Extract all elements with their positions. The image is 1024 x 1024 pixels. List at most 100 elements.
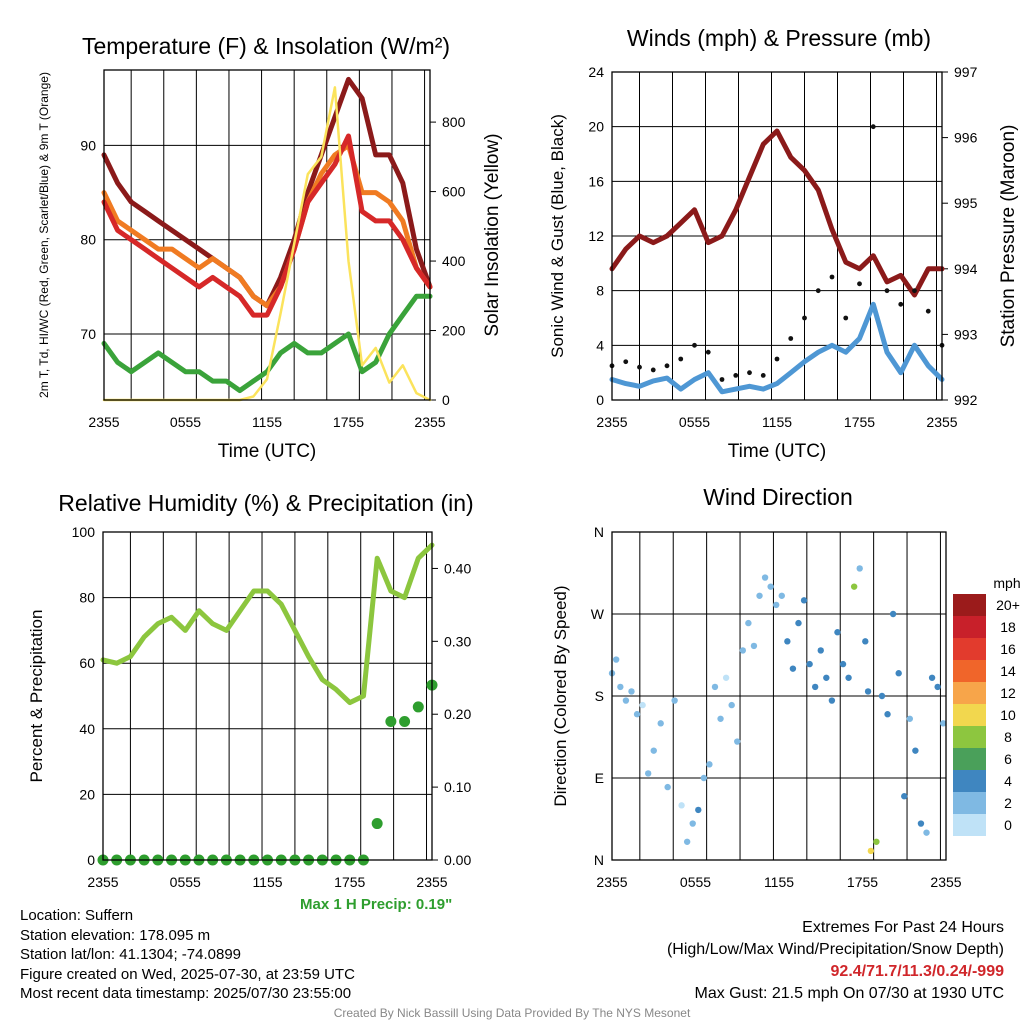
series-point-1-2: [870, 124, 876, 130]
y-axis-label-1: Sonic Wind & Gust (Blue, Black): [548, 114, 567, 358]
xtick-label-3: 2355: [930, 874, 961, 890]
y2tick-label-2: 0.30: [444, 633, 471, 649]
y2tick-label-1: 995: [954, 195, 978, 211]
direction-point: [940, 720, 947, 727]
direction-point: [850, 583, 858, 590]
panel-frame-0: [103, 69, 431, 401]
series-point-1-2: [664, 363, 670, 369]
colorbar-swatch: [953, 770, 986, 792]
colorbar-swatch: [953, 704, 986, 726]
direction-point: [923, 829, 930, 836]
xtick-label-3: 2355: [596, 874, 627, 890]
xtick-label-0: 2355: [88, 414, 119, 430]
direction-point: [795, 619, 802, 627]
xtick-label-2: 2355: [416, 874, 447, 890]
x-axis-label-1: Time (UTC): [728, 441, 827, 462]
y2tick-label-0: 0: [442, 392, 450, 408]
colorbar-label: 20+: [996, 597, 1020, 613]
y2tick-label-1: 992: [954, 392, 978, 408]
direction-point: [928, 674, 936, 681]
direction-point: [739, 647, 747, 654]
direction-point: [633, 711, 641, 718]
direction-point: [650, 747, 657, 754]
y2tick-label-2: 0.00: [444, 852, 471, 868]
colorbar-label: 2: [1004, 795, 1012, 811]
direction-point: [912, 747, 919, 754]
direction-point: [745, 619, 752, 627]
direction-point: [895, 670, 902, 677]
station-elevation: Station elevation: 178.095 m: [20, 926, 211, 944]
direction-point: [917, 820, 925, 827]
ytick-label-2: 80: [79, 590, 95, 606]
series-point-1-2: [678, 356, 684, 362]
credit-line: Created By Nick Bassill Using Data Provi…: [333, 1006, 691, 1020]
direction-point: [639, 701, 646, 709]
series-point-2-1: [371, 818, 383, 830]
xtick-label-2: 0555: [170, 874, 201, 890]
series-line-0-0: [101, 76, 433, 309]
direction-point: [722, 674, 730, 681]
series-point-1-2: [925, 308, 931, 314]
figure-created: Figure created on Wed, 2025-07-30, at 23…: [20, 965, 355, 983]
y2tick-label-1: 993: [954, 326, 978, 342]
colorbar-label: 12: [1000, 685, 1016, 701]
xtick-label-0: 2355: [414, 414, 445, 430]
xtick-label-2: 1155: [252, 874, 282, 890]
y2tick-label-1: 994: [954, 261, 978, 277]
colorbar-swatch: [953, 638, 986, 660]
series-point-1-2: [705, 349, 711, 355]
y-axis-label-3: Direction (Colored By Speed): [551, 585, 570, 806]
series-point-1-2: [912, 288, 917, 294]
colorbar-label: 8: [1004, 729, 1012, 745]
colorbar-swatch: [953, 748, 986, 770]
recent-timestamp: Most recent data timestamp: 2025/07/30 2…: [20, 985, 352, 1003]
direction-point: [671, 697, 678, 704]
direction-point: [834, 629, 841, 636]
direction-point: [884, 711, 891, 718]
direction-point: [657, 720, 664, 727]
direction-point: [856, 565, 863, 572]
colorbar-label: 18: [1000, 619, 1016, 635]
direction-point: [864, 688, 872, 695]
series-point-1-2: [843, 315, 849, 321]
direction-point: [683, 838, 691, 845]
colorbar-label: 16: [1000, 641, 1016, 657]
ytick-label-2: 60: [79, 655, 95, 671]
direction-point: [717, 715, 724, 722]
colorbar-label: 6: [1004, 751, 1012, 767]
ytick-label-2: 100: [72, 524, 96, 540]
xtick-label-1: 1155: [762, 414, 792, 430]
chart-title-1: Winds (mph) & Pressure (mb): [627, 25, 931, 51]
direction-point: [689, 820, 696, 827]
series-point-1-2: [788, 336, 794, 341]
y2tick-label-2: 0.10: [444, 779, 471, 795]
colorbar-swatch: [953, 660, 986, 682]
series-point-1-2: [898, 301, 904, 307]
y2tick-label-0: 600: [442, 184, 466, 200]
direction-point: [700, 774, 708, 782]
xtick-label-2: 1755: [334, 874, 365, 890]
y2tick-label-2: 0.20: [444, 706, 471, 722]
direction-point: [767, 583, 774, 590]
xtick-label-1: 0555: [679, 414, 710, 430]
direction-point: [750, 642, 758, 650]
series-line-1-1: [609, 301, 945, 395]
colorbar-label: 0: [1004, 817, 1012, 833]
colorbar-label: 10: [1000, 707, 1016, 723]
direction-point: [756, 592, 763, 599]
series-line-2-0: [100, 542, 435, 706]
xtick-label-3: 1755: [847, 874, 878, 890]
series-point-1-2: [637, 364, 642, 370]
xtick-label-3: 1155: [764, 874, 794, 890]
direction-point: [789, 665, 797, 672]
direction-point: [862, 638, 869, 645]
ytick-label-1: 16: [588, 173, 604, 189]
series-point-2-1: [412, 701, 424, 713]
xtick-label-0: 1755: [333, 414, 364, 430]
direction-point: [644, 770, 652, 777]
ytick-label-3: S: [595, 688, 604, 704]
chart-title-3: Wind Direction: [703, 484, 853, 510]
extremes-panel: Extremes For Past 24 Hours (High/Low/Max…: [667, 917, 1004, 1005]
series-point-1-2: [774, 356, 780, 362]
xtick-label-0: 0555: [170, 414, 201, 430]
